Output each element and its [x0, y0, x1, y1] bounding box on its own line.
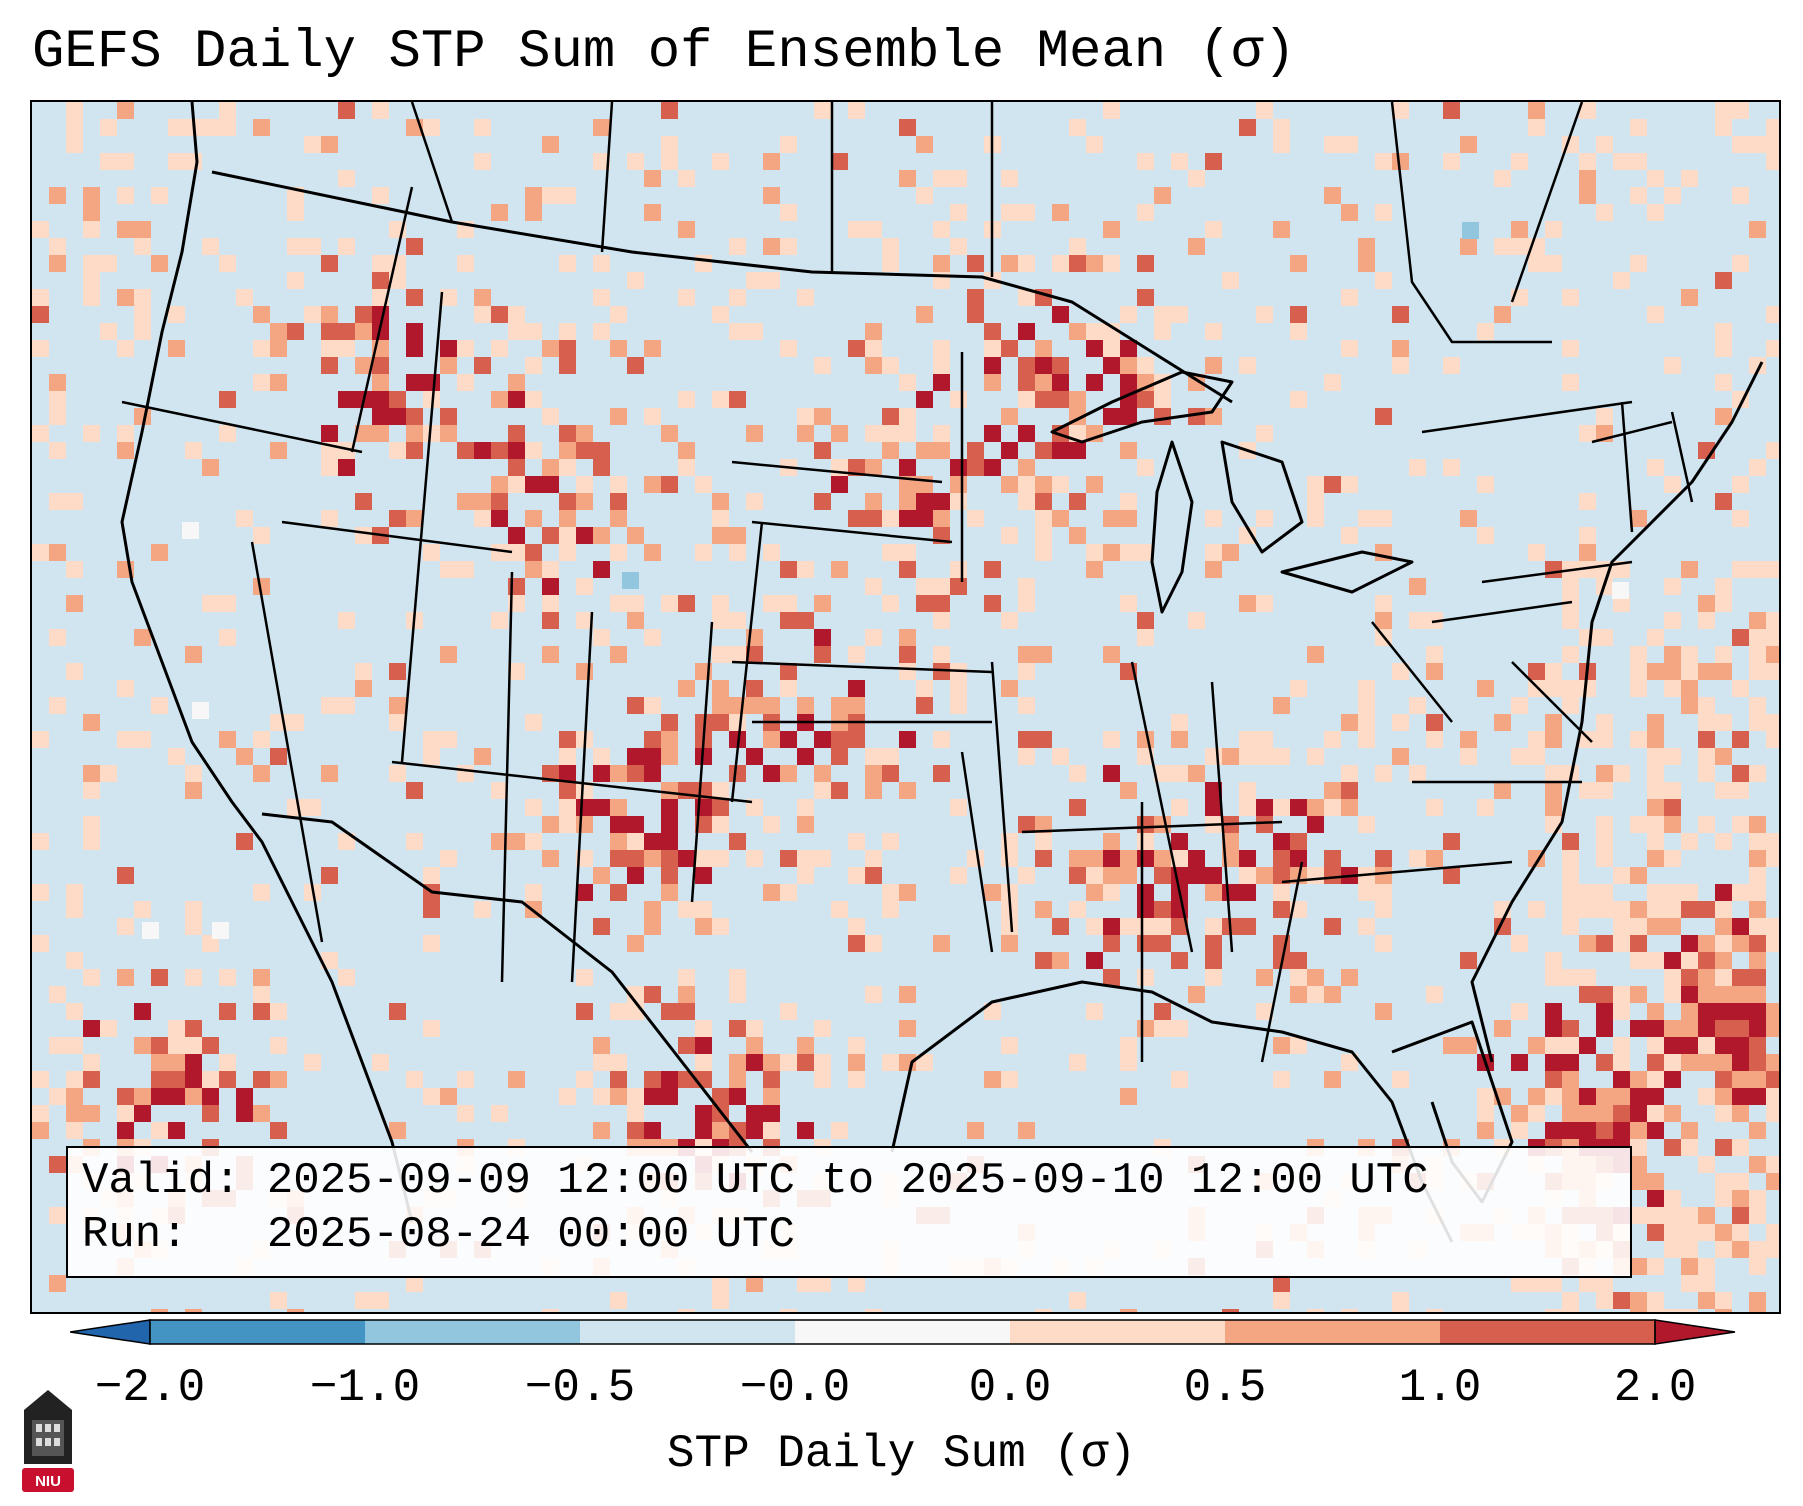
colorbar-tick-label: −0.5: [524, 1362, 636, 1414]
us-canada-border: [211, 170, 1233, 404]
colorbar-extend-high: [1654, 1319, 1736, 1345]
colorbar-tick-label: 1.0: [1398, 1362, 1482, 1414]
anomaly-cells: [32, 102, 1779, 1312]
run-value: 2025-08-24 00:00 UTC: [266, 1210, 795, 1260]
lake-superior: [1050, 370, 1234, 444]
colorbar-tick-label: 0.5: [1183, 1362, 1267, 1414]
lake-erie: [1280, 550, 1414, 594]
valid-label: Valid:: [82, 1156, 241, 1206]
logo-text: NIU: [35, 1473, 61, 1490]
east-coastline: [1470, 361, 1764, 1063]
canadian-provinces: [410, 102, 1584, 344]
west-coastline: [120, 102, 414, 1223]
boundaries: [120, 102, 1764, 1243]
gulf-coastline: [890, 980, 1454, 1243]
niu-logo: NIU: [22, 1390, 74, 1492]
run-row: Run: 2025-08-24 00:00 UTC: [82, 1208, 1630, 1262]
logo-banner: [22, 1468, 74, 1492]
lake-michigan: [1150, 440, 1194, 614]
colorbar-label: STP Daily Sum (σ): [666, 1428, 1137, 1480]
colorbar-segments: [70, 1319, 1736, 1345]
lake-huron: [1220, 440, 1304, 554]
valid-value: 2025-09-09 12:00 UTC to 2025-09-10 12:00…: [266, 1156, 1429, 1206]
colorbar-tick-label: −2.0: [94, 1362, 206, 1414]
colorbar-tick-label: −0.0: [739, 1362, 851, 1414]
colorbar-segment: [1225, 1320, 1440, 1344]
colorbar-segment: [580, 1320, 795, 1344]
colorbar-segment: [150, 1320, 365, 1344]
stp-map: [32, 102, 1779, 1312]
colorbar-segment: [365, 1320, 580, 1344]
validity-info-box: Valid: 2025-09-09 12:00 UTC to 2025-09-1…: [66, 1146, 1632, 1278]
colorbar-segment: [1010, 1320, 1225, 1344]
chart-title: GEFS Daily STP Sum of Ensemble Mean (σ): [32, 22, 1296, 83]
state-lines: [121, 186, 1694, 1063]
colorbar-tick-label: 2.0: [1613, 1362, 1697, 1414]
run-label: Run:: [82, 1210, 188, 1260]
colorbar-segment: [795, 1320, 1010, 1344]
colorbar-segment: [1440, 1320, 1655, 1344]
valid-row: Valid: 2025-09-09 12:00 UTC to 2025-09-1…: [82, 1154, 1630, 1208]
us-mexico-border: [261, 812, 754, 1153]
colorbar: [70, 1319, 1736, 1345]
colorbar-tick-label: −1.0: [309, 1362, 421, 1414]
colorbar-tick-label: 0.0: [968, 1362, 1052, 1414]
map-panel: [30, 100, 1781, 1314]
colorbar-extend-low: [70, 1319, 151, 1345]
